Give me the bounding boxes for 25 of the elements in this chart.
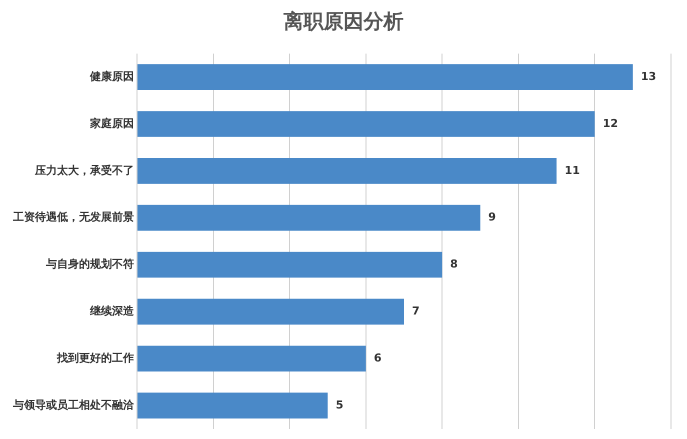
- data-label: 9: [488, 210, 496, 224]
- bar: [138, 346, 366, 372]
- y-tick-label: 家庭原因: [89, 116, 134, 130]
- bar: [138, 252, 442, 278]
- data-label: 7: [412, 304, 420, 318]
- y-tick-label: 压力太大，承受不了: [34, 164, 134, 177]
- bar: [138, 111, 595, 137]
- bar: [138, 64, 633, 90]
- bar: [138, 298, 404, 325]
- y-tick-label: 健康原因: [89, 70, 134, 83]
- y-tick-label: 与领导或员工相处不融洽: [12, 398, 135, 412]
- data-label: 13: [640, 70, 656, 83]
- bar: [138, 204, 480, 231]
- data-label: 5: [336, 398, 344, 412]
- chart-title: 离职原因分析: [282, 8, 404, 35]
- data-label: 11: [564, 164, 580, 177]
- data-label: 6: [374, 351, 382, 364]
- y-tick-label: 工资待遇低，无发展前景: [12, 210, 134, 224]
- bar: [138, 392, 328, 418]
- y-tick-label: 继续深造: [89, 304, 135, 318]
- y-tick-label: 找到更好的工作: [56, 351, 134, 364]
- data-label: 8: [450, 258, 458, 271]
- bar: [138, 158, 557, 184]
- y-tick-label: 与自身的规划不符: [45, 258, 134, 271]
- data-label: 12: [602, 116, 618, 130]
